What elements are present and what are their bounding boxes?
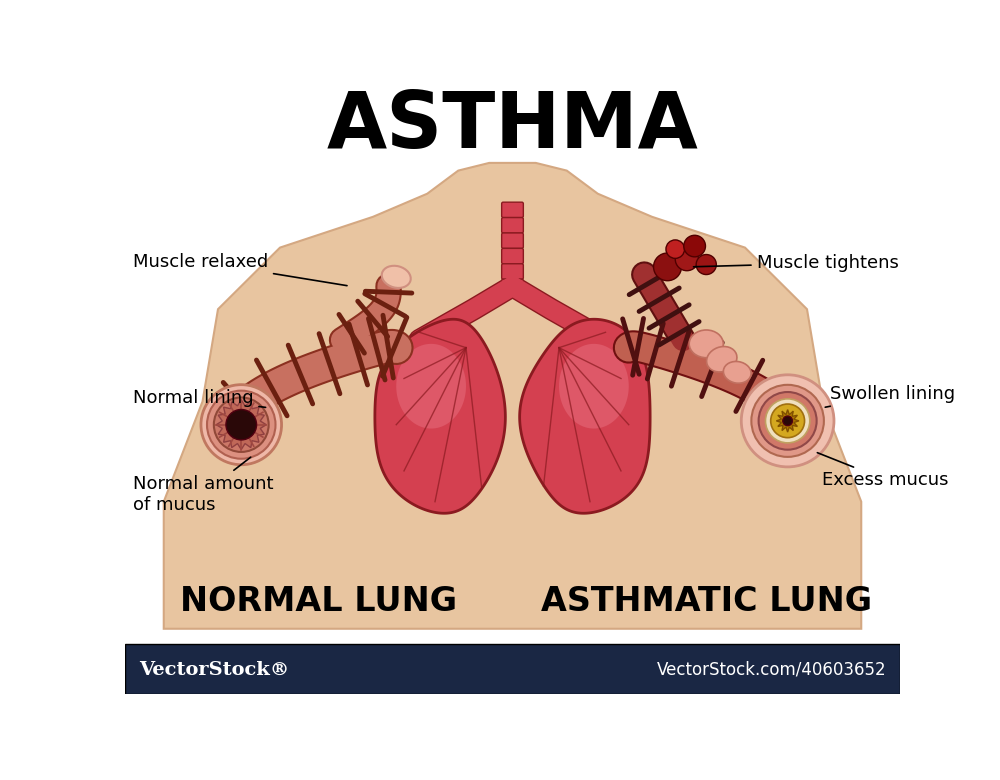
Polygon shape: [776, 410, 799, 432]
Polygon shape: [396, 344, 466, 428]
Text: Normal amount
of mucus: Normal amount of mucus: [133, 457, 273, 513]
FancyBboxPatch shape: [502, 279, 523, 295]
FancyBboxPatch shape: [502, 218, 523, 233]
Circle shape: [226, 410, 257, 440]
Circle shape: [207, 391, 276, 459]
Circle shape: [201, 385, 282, 465]
Circle shape: [214, 398, 269, 452]
FancyBboxPatch shape: [502, 264, 523, 279]
Text: ASTHMA: ASTHMA: [327, 88, 698, 164]
Polygon shape: [559, 344, 629, 428]
FancyBboxPatch shape: [125, 644, 900, 694]
Ellipse shape: [723, 361, 751, 383]
Circle shape: [675, 247, 698, 271]
Circle shape: [684, 236, 705, 257]
Text: NORMAL LUNG: NORMAL LUNG: [180, 585, 457, 619]
Text: VectorStock®: VectorStock®: [139, 661, 289, 679]
Ellipse shape: [764, 399, 787, 418]
Circle shape: [654, 253, 681, 281]
FancyBboxPatch shape: [502, 202, 523, 218]
Polygon shape: [216, 400, 266, 449]
Text: ASTHMATIC LUNG: ASTHMATIC LUNG: [541, 585, 872, 619]
Circle shape: [751, 385, 824, 457]
Ellipse shape: [707, 346, 737, 372]
Circle shape: [759, 392, 817, 450]
Ellipse shape: [689, 330, 723, 358]
Polygon shape: [164, 163, 861, 629]
Circle shape: [783, 416, 792, 426]
Circle shape: [696, 254, 716, 275]
Text: Muscle tightens: Muscle tightens: [694, 254, 898, 272]
Text: VectorStock.com/40603652: VectorStock.com/40603652: [656, 661, 886, 679]
Text: Swollen lining: Swollen lining: [825, 385, 955, 407]
Polygon shape: [375, 319, 505, 513]
Text: Normal lining: Normal lining: [133, 388, 266, 407]
Ellipse shape: [382, 266, 411, 288]
Text: Excess mucus: Excess mucus: [817, 452, 949, 489]
Circle shape: [765, 399, 810, 443]
Circle shape: [741, 375, 834, 467]
Circle shape: [666, 240, 685, 258]
Polygon shape: [520, 319, 650, 513]
FancyBboxPatch shape: [502, 248, 523, 264]
Text: Muscle relaxed: Muscle relaxed: [133, 253, 347, 285]
FancyBboxPatch shape: [502, 233, 523, 248]
Circle shape: [771, 404, 805, 438]
